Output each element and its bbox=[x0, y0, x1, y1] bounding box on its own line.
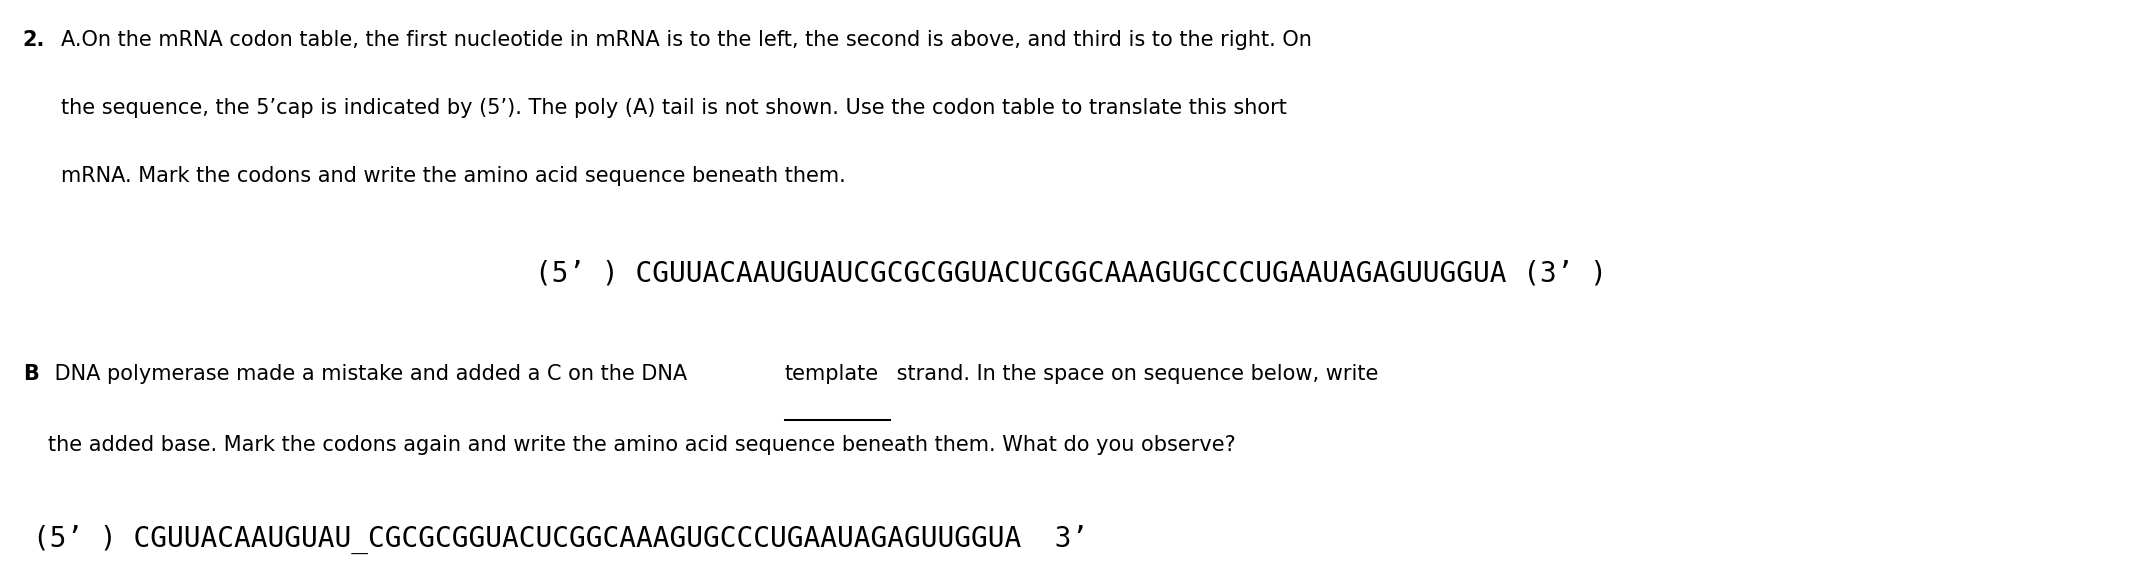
Text: the added base. Mark the codons again and write the amino acid sequence beneath : the added base. Mark the codons again an… bbox=[49, 435, 1235, 455]
Text: mRNA. Mark the codons and write the amino acid sequence beneath them.: mRNA. Mark the codons and write the amin… bbox=[62, 166, 846, 185]
Text: the sequence, the 5’cap is indicated by (5’). The poly (A) tail is not shown. Us: the sequence, the 5’cap is indicated by … bbox=[62, 98, 1287, 118]
Text: (5’ ) CGUUACAAUGUAU_CGCGCGGUACUCGGCAAAGUGCCCUGAAUAGAGUUGGUA  3’: (5’ ) CGUUACAAUGUAU_CGCGCGGUACUCGGCAAAGU… bbox=[34, 525, 1090, 554]
Text: (5’ ) CGUUACAAUGUAUCGCGCGGUACUCGGCAAAGUGCCCUGAAUAGAGUUGGUA (3’ ): (5’ ) CGUUACAAUGUAUCGCGCGGUACUCGGCAAAGUG… bbox=[535, 259, 1606, 287]
Text: A.On the mRNA codon table, the first nucleotide in mRNA is to the left, the seco: A.On the mRNA codon table, the first nuc… bbox=[62, 30, 1312, 50]
Text: DNA polymerase made a mistake and added a C on the DNA: DNA polymerase made a mistake and added … bbox=[49, 364, 694, 384]
Text: 2.: 2. bbox=[24, 30, 45, 50]
Text: B: B bbox=[24, 364, 39, 384]
Text: template: template bbox=[786, 364, 880, 384]
Text: strand. In the space on sequence below, write: strand. In the space on sequence below, … bbox=[891, 364, 1379, 384]
